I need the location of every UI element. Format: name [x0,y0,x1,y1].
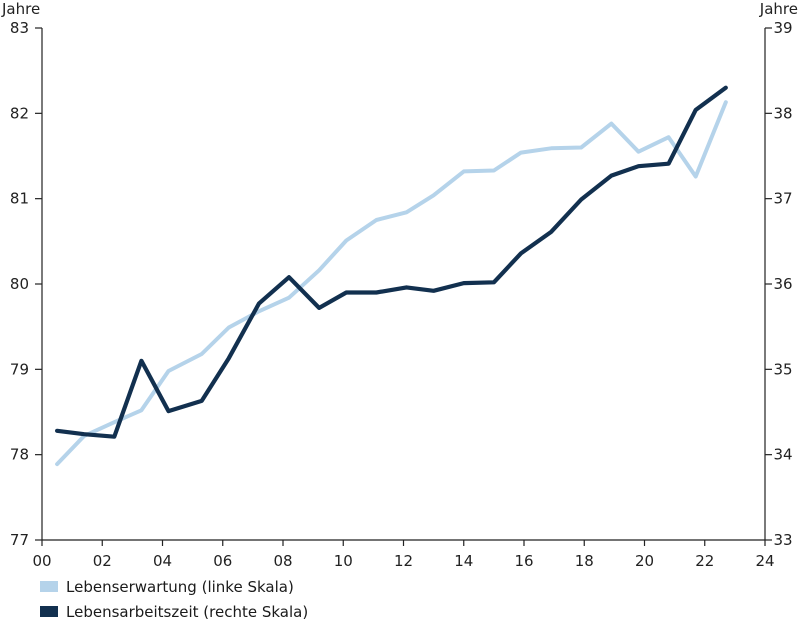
x-tick-label: 12 [394,552,413,570]
y-right-tick-label: 37 [773,190,792,208]
legend-swatch-lebenserwartung [40,581,58,592]
axes: 77 78 79 80 81 82 83 33 34 35 36 37 38 39 00 02 04 06 08 10… [10,19,793,570]
x-tick-label: 20 [635,552,654,570]
x-tick-label: 22 [695,552,714,570]
legend-swatch-lebensarbeitszeit [40,606,58,617]
x-tick-label: 02 [93,552,112,570]
y-left-tick-label: 77 [10,531,29,549]
series-layer [54,85,728,467]
y-right-tick-label: 36 [773,275,792,293]
y-left-tick-label: 81 [10,190,29,208]
y-right-tick-label: 35 [773,360,792,378]
series-line-lebensarbeitszeit [54,85,728,439]
legend-label-lebenserwartung: Lebenserwartung (linke Skala) [66,577,294,596]
x-tick-label: 24 [755,552,774,570]
x-tick-label: 06 [213,552,232,570]
y-right-tick-label: 33 [773,531,792,549]
y-right-tick-label: 39 [773,19,792,37]
legend-label-lebensarbeitszeit: Lebensarbeitszeit (rechte Skala) [66,602,309,621]
y-right-tick-label: 38 [773,104,792,122]
left-axis-unit-label: Jahre [1,0,40,18]
x-tick-label: 14 [454,552,473,570]
y-left-tick-label: 80 [10,275,29,293]
legend-item-lebenserwartung: Lebenserwartung (linke Skala) [40,574,308,599]
y-left-tick-label: 83 [10,19,29,37]
y-left-tick-label: 82 [10,104,29,122]
y-left-tick-label: 78 [10,446,29,464]
x-tick-label: 00 [32,552,51,570]
right-axis-unit-label: Jahre [759,0,798,18]
x-tick-label: 18 [575,552,594,570]
x-tick-label: 16 [514,552,533,570]
legend: Lebenserwartung (linke Skala) Lebensarbe… [40,574,308,624]
legend-item-lebensarbeitszeit: Lebensarbeitszeit (rechte Skala) [40,599,308,624]
y-left-tick-label: 79 [10,360,29,378]
x-tick-label: 04 [153,552,172,570]
y-right-tick-label: 34 [773,446,792,464]
x-tick-label: 08 [273,552,292,570]
x-tick-label: 10 [334,552,353,570]
series-line-lebenserwartung [55,100,728,467]
